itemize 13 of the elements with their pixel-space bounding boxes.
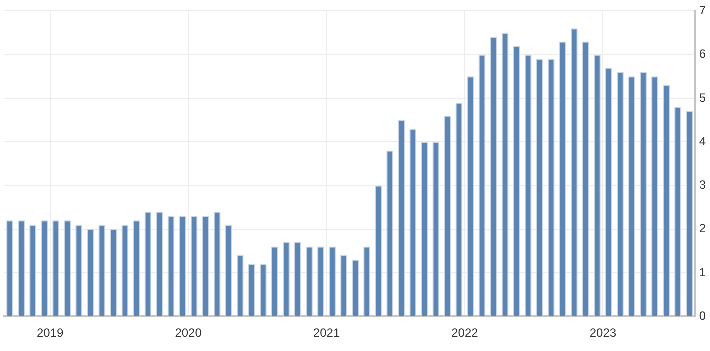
y-tick-label: 7 (699, 4, 706, 18)
y-tick-label: 1 (699, 265, 706, 280)
y-tick-label: 0 (699, 308, 706, 323)
x-tick-label: 2019 (36, 326, 64, 340)
y-tick-label: 3 (699, 178, 706, 192)
x-tick-label: 2023 (590, 326, 617, 340)
x-tick-label: 2022 (452, 326, 479, 340)
x-tick-label: 2020 (175, 326, 202, 340)
y-tick-label: 5 (699, 90, 706, 105)
y-tick-label: 2 (699, 222, 706, 236)
x-tick-label: 2021 (313, 326, 340, 340)
y-tick-label: 4 (699, 134, 706, 148)
y-tick-label: 6 (699, 47, 706, 62)
